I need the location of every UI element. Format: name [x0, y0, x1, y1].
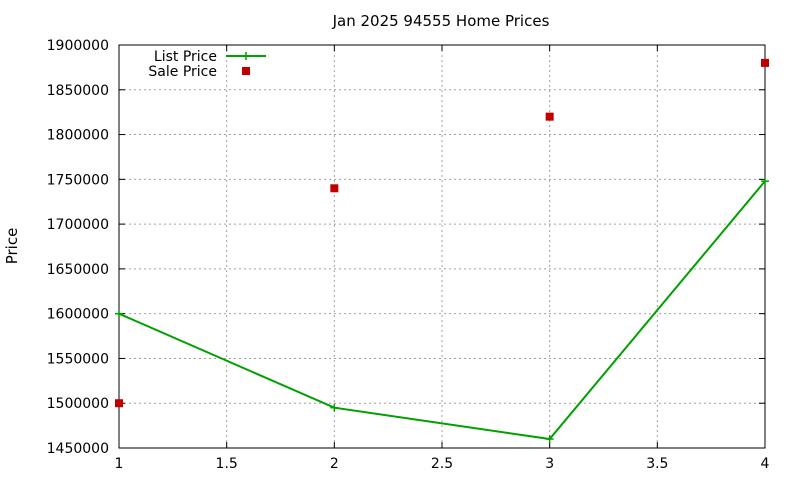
y-axis-label: Price: [3, 228, 21, 265]
data-point: [545, 435, 554, 444]
legend-label: Sale Price: [148, 64, 217, 80]
legend-item: Sale Price: [148, 64, 250, 80]
x-tick-label: 3: [545, 456, 554, 472]
axes: 1 1.5 2 2.5 3 3.5 4 1450000 1500000 1550000 160000…: [47, 38, 770, 472]
y-tick-label: 1850000: [47, 83, 109, 99]
series-list-price: [115, 177, 769, 444]
data-point: [545, 112, 554, 121]
legend-marker: [242, 67, 250, 75]
legend-marker: [242, 52, 250, 60]
data-point: [115, 309, 123, 318]
y-tick-label: 1650000: [47, 262, 109, 278]
plot-area: [115, 58, 769, 444]
series-sale-price: [115, 58, 769, 408]
y-tick-label: 1450000: [47, 441, 109, 457]
y-tick-label: 1500000: [47, 396, 109, 412]
x-tick-label: 4: [761, 456, 770, 472]
data-point: [115, 399, 123, 408]
data-point: [330, 403, 339, 412]
data-point: [330, 184, 339, 193]
x-tick-label: 2: [330, 456, 339, 472]
series-line: [118, 180, 766, 441]
y-tick-label: 1550000: [47, 351, 109, 367]
grid: [119, 45, 765, 448]
legend-item: List Price: [154, 49, 266, 65]
y-tick-label: 1750000: [47, 172, 109, 188]
data-point: [761, 177, 769, 186]
y-tick-label: 1600000: [47, 307, 109, 323]
y-tick-label: 1700000: [47, 217, 109, 233]
y-tick-label: 1800000: [47, 128, 109, 144]
x-tick-label: 1.5: [216, 456, 238, 472]
chart-title: Jan 2025 94555 Home Prices: [332, 12, 550, 30]
x-tick-label: 1: [115, 456, 124, 472]
y-tick-label: 1900000: [47, 38, 109, 54]
data-point: [761, 58, 769, 67]
plot-border: [118, 44, 766, 449]
x-tick-label: 2.5: [431, 456, 453, 472]
legend-label: List Price: [154, 49, 217, 65]
x-tick-label: 3.5: [646, 456, 668, 472]
